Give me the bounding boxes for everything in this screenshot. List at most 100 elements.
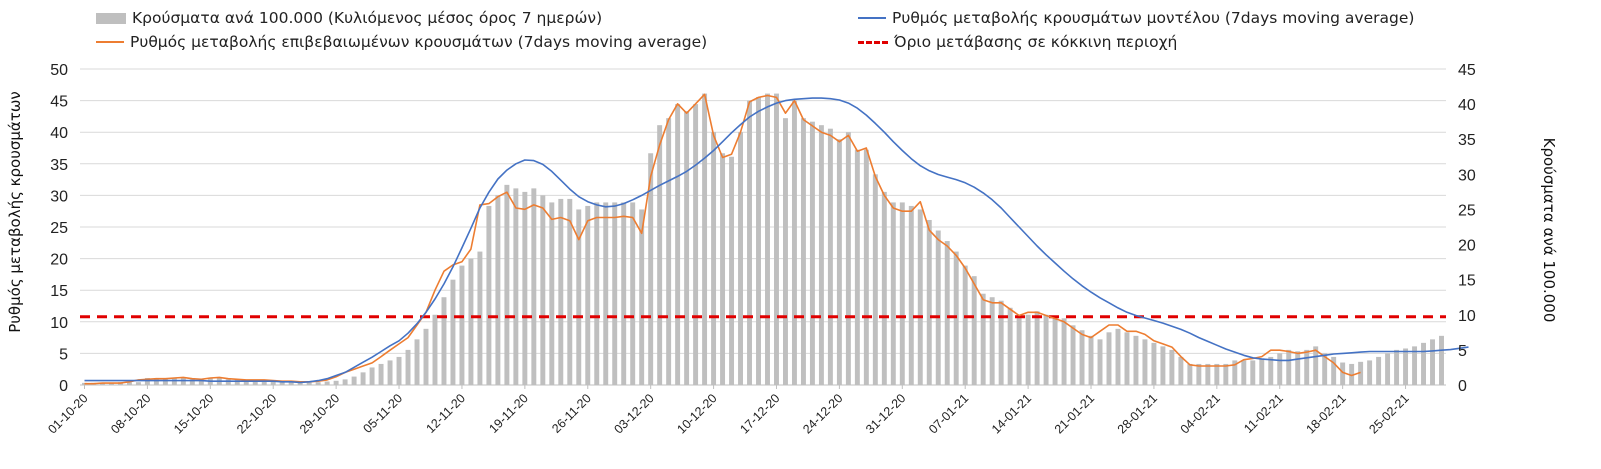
bar	[567, 198, 573, 385]
bar	[450, 279, 456, 385]
bar	[261, 380, 267, 385]
bar	[135, 382, 141, 385]
bar	[1115, 328, 1121, 385]
bar	[998, 300, 1004, 385]
bar	[441, 297, 447, 385]
x-tick-label: 03-12-20	[611, 391, 656, 436]
bar	[774, 93, 779, 386]
bar	[585, 205, 591, 385]
bar	[1070, 325, 1076, 385]
bar	[1106, 332, 1112, 385]
bar	[333, 380, 339, 385]
bar	[1385, 353, 1391, 385]
x-tick-label: 12-11-20	[423, 391, 468, 436]
bar	[971, 276, 977, 385]
legend-item-threshold: Όριο μετάβασης σε κόκκινη περιοχή	[858, 33, 1177, 51]
bar	[702, 93, 708, 386]
x-tick-label: 01-10-20	[45, 391, 90, 436]
bar	[1232, 360, 1238, 385]
bar	[630, 202, 636, 385]
legend-item-model: Ρυθμός μεταβολής κρουσμάτων μοντέλου (7d…	[858, 9, 1414, 27]
bar	[989, 297, 995, 385]
bar	[1412, 346, 1418, 385]
bar	[234, 379, 240, 385]
bar	[818, 125, 824, 385]
bar	[1169, 349, 1175, 385]
x-tick-label: 18-02-21	[1303, 391, 1348, 436]
bar	[809, 121, 815, 386]
bar	[738, 132, 744, 385]
bar	[1331, 356, 1337, 385]
y-left-tick-label: 0	[59, 378, 68, 395]
bar	[126, 382, 132, 385]
bar	[324, 381, 330, 385]
bar	[854, 149, 860, 385]
y-right-tick-label: 15	[1458, 273, 1476, 290]
y-left-tick-label: 5	[59, 346, 68, 363]
legend-label-bars: Κρούσματα ανά 100.000 (Κυλιόμενος μέσος …	[132, 9, 603, 27]
y-left-tick-label: 15	[50, 283, 68, 300]
bar	[99, 382, 105, 385]
y-right-tick-label: 25	[1458, 202, 1476, 219]
x-tick-label: 11-02-21	[1241, 391, 1286, 436]
y-right-tick-label: 45	[1458, 62, 1476, 79]
bar	[1340, 362, 1346, 385]
bar	[549, 202, 555, 385]
bar	[711, 132, 717, 385]
x-tick-label: 05-11-20	[361, 391, 406, 436]
bar	[108, 382, 114, 385]
legend-label-threshold: Όριο μετάβασης σε κόκκινη περιοχή	[894, 33, 1178, 51]
bar	[1043, 314, 1049, 385]
bar	[621, 202, 627, 385]
bar	[486, 205, 492, 385]
bar	[1367, 360, 1373, 385]
bar	[1142, 339, 1148, 385]
bar	[82, 382, 87, 385]
bar	[944, 241, 950, 385]
bar	[1088, 335, 1094, 385]
bar	[1430, 339, 1435, 385]
y-right-tick-label: 5	[1458, 343, 1467, 360]
bar	[747, 100, 752, 385]
bar	[729, 156, 735, 385]
bar	[845, 132, 851, 385]
bar	[863, 149, 869, 385]
bar	[1313, 346, 1319, 385]
bar	[1268, 356, 1274, 385]
y-left-tick-label: 20	[50, 252, 68, 269]
bar	[279, 381, 285, 385]
bar	[423, 328, 429, 385]
bar	[1007, 307, 1013, 385]
bar	[270, 380, 276, 385]
bar	[477, 251, 483, 385]
bar	[899, 202, 905, 385]
bar	[1187, 363, 1193, 385]
bar	[648, 153, 654, 385]
x-tick-label: 07-01-21	[926, 391, 971, 436]
bar	[675, 104, 681, 385]
x-tick-label: 14-01-21	[989, 391, 1034, 436]
x-tick-label: 10-12-20	[674, 391, 719, 436]
bar	[756, 97, 761, 385]
y-left-tick-label: 10	[50, 315, 68, 332]
y-right-tick-label: 40	[1458, 97, 1476, 114]
model-rate-line	[84, 97, 1469, 384]
bar	[1133, 335, 1139, 385]
x-tick-label: 24-12-20	[800, 391, 845, 436]
x-tick-label: 21-01-21	[1052, 391, 1097, 436]
bar	[297, 382, 303, 385]
bar	[657, 125, 663, 385]
x-tick-label: 28-01-21	[1115, 391, 1160, 436]
legend-swatch-bars	[96, 12, 126, 24]
bar	[468, 258, 474, 385]
bar	[1205, 363, 1211, 385]
bar	[531, 188, 537, 385]
bar	[144, 377, 150, 385]
bar	[189, 379, 195, 385]
bar	[1358, 361, 1364, 385]
bar	[926, 219, 932, 385]
bar	[414, 339, 420, 385]
bar	[603, 202, 609, 385]
y-right-tick-label: 0	[1458, 378, 1467, 395]
